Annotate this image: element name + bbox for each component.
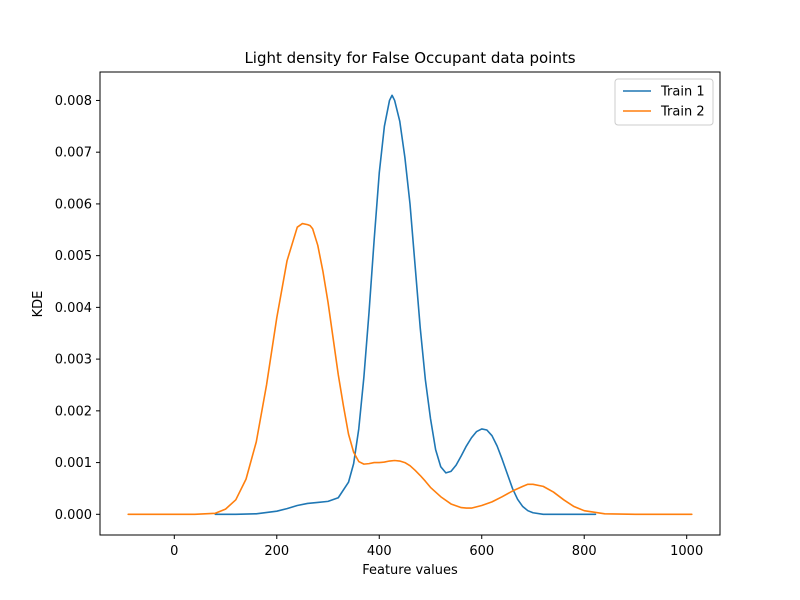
plot-area: 0 200 400 600 800 1000 0.000 0.001 0.002 0.003 0.0… xyxy=(55,71,721,559)
x-tick-label: 0 xyxy=(170,544,178,559)
y-tick-label: 0.008 xyxy=(55,94,92,109)
y-tick-label: 0.000 xyxy=(55,508,92,523)
x-tick-label: 800 xyxy=(572,544,597,559)
series-line-2 xyxy=(127,222,693,516)
x-tick-label: 200 xyxy=(264,544,289,559)
y-tick-label: 0.007 xyxy=(55,146,92,161)
y-axis-label: KDE xyxy=(31,291,46,318)
legend-label-2: Train 2 xyxy=(660,105,705,120)
chart-title: Light density for False Occupant data po… xyxy=(244,49,575,67)
y-tick-label: 0.002 xyxy=(55,404,92,419)
series-line-1 xyxy=(214,94,597,516)
x-tick-label: 400 xyxy=(367,544,392,559)
y-tick-label: 0.005 xyxy=(55,249,92,264)
y-tick-label: 0.003 xyxy=(55,353,92,368)
x-axis-label: Feature values xyxy=(362,563,458,578)
axes-frame xyxy=(99,71,721,536)
x-tick-label: 1000 xyxy=(670,544,703,559)
y-tick-label: 0.001 xyxy=(55,456,92,471)
x-tick-label: 600 xyxy=(469,544,494,559)
legend-label-1: Train 1 xyxy=(660,85,705,100)
y-tick-label: 0.004 xyxy=(55,301,92,316)
y-tick-label: 0.006 xyxy=(55,197,92,212)
